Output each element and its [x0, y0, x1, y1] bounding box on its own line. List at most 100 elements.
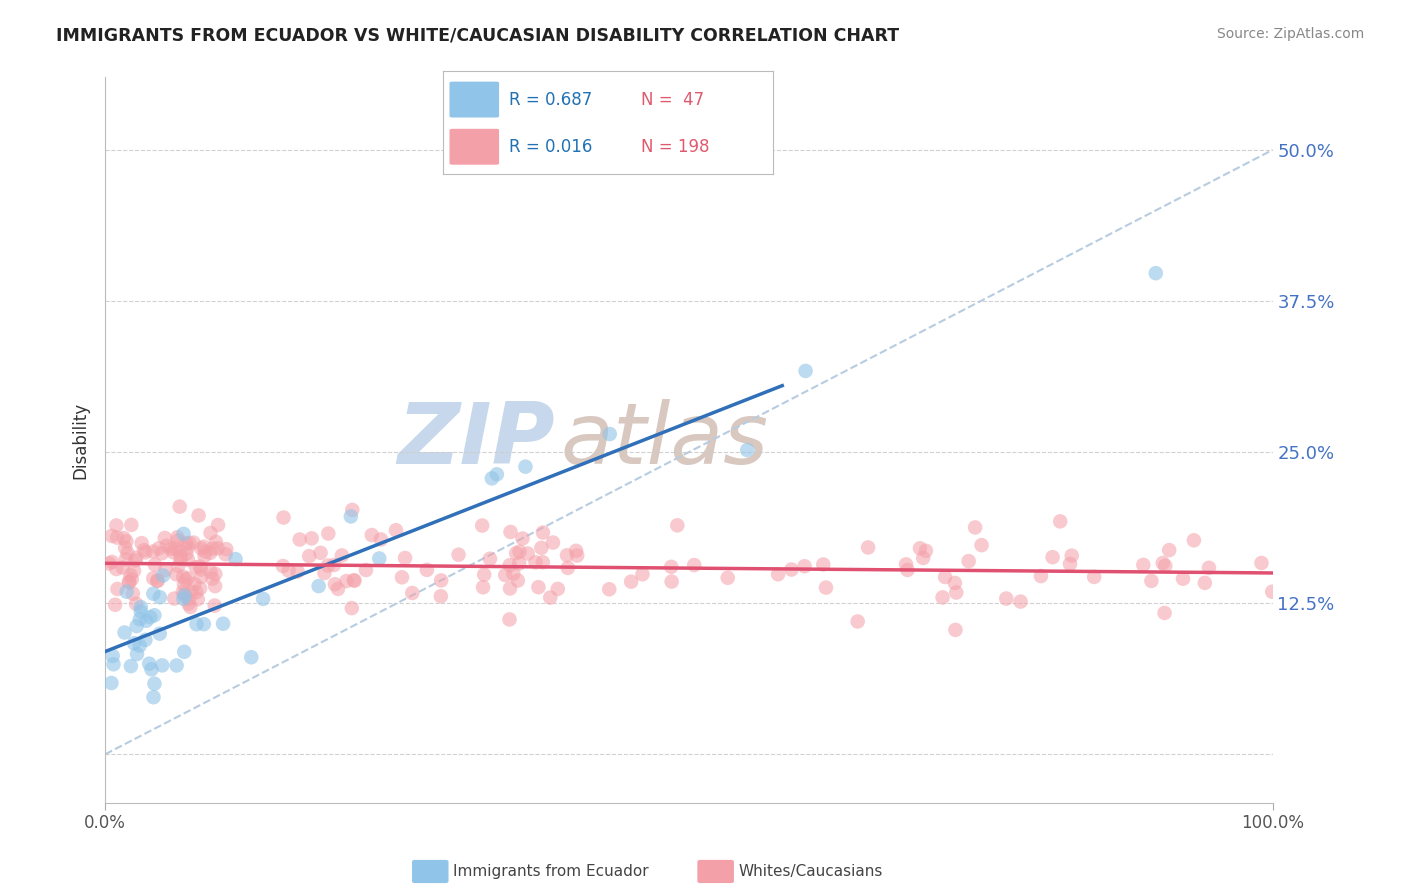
Point [794, 364, 817, 378]
Point [252, 591, 274, 606]
Point [288, 533, 311, 547]
Point [1194, 575, 1216, 590]
Point [129, 605, 152, 619]
Point [212, 616, 235, 631]
Point [150, 658, 173, 673]
Point [143, 608, 166, 623]
Point [502, 566, 524, 581]
Point [114, 625, 136, 640]
FancyBboxPatch shape [450, 81, 499, 118]
Point [166, 658, 188, 673]
Point [176, 541, 198, 555]
Point [301, 532, 323, 546]
Point [138, 657, 160, 671]
Y-axis label: Disability: Disability [72, 401, 89, 479]
Point [620, 574, 643, 589]
Point [194, 544, 217, 558]
Point [240, 650, 263, 665]
Point [173, 527, 195, 541]
Point [132, 543, 155, 558]
Text: atlas: atlas [561, 399, 769, 482]
Point [531, 525, 554, 540]
Point [112, 531, 135, 545]
Point [165, 567, 187, 582]
Point [481, 471, 503, 485]
Point [342, 503, 364, 517]
Point [134, 632, 156, 647]
Point [188, 559, 211, 574]
Point [343, 573, 366, 587]
Point [98, 557, 121, 571]
Point [343, 574, 366, 588]
Point [125, 647, 148, 661]
Point [1060, 549, 1083, 563]
Point [416, 563, 439, 577]
Point [370, 533, 392, 547]
Text: ZIP: ZIP [396, 399, 554, 482]
Point [1250, 556, 1272, 570]
Point [485, 467, 508, 482]
Point [148, 541, 170, 556]
Point [115, 534, 138, 549]
Point [105, 518, 128, 533]
Text: Source: ZipAtlas.com: Source: ZipAtlas.com [1216, 27, 1364, 41]
Point [134, 545, 156, 559]
Point [177, 553, 200, 567]
Point [547, 582, 569, 596]
Point [204, 579, 226, 593]
Point [101, 555, 124, 569]
Point [793, 559, 815, 574]
Point [1154, 558, 1177, 573]
Point [174, 536, 197, 550]
Point [908, 541, 931, 556]
Point [194, 549, 217, 563]
Point [193, 617, 215, 632]
Point [498, 612, 520, 626]
Point [505, 546, 527, 560]
Point [447, 548, 470, 562]
Point [314, 566, 336, 580]
Point [177, 571, 200, 585]
Point [945, 585, 967, 599]
Point [1171, 572, 1194, 586]
Point [323, 558, 346, 572]
Point [100, 529, 122, 543]
Point [214, 547, 236, 561]
Point [204, 566, 226, 581]
Point [163, 541, 186, 556]
Point [120, 517, 142, 532]
Point [135, 614, 157, 628]
Point [340, 601, 363, 615]
Point [499, 558, 522, 573]
Point [661, 574, 683, 589]
Point [1182, 533, 1205, 548]
Point [945, 623, 967, 637]
Point [814, 581, 837, 595]
Point [207, 541, 229, 556]
Point [204, 599, 226, 613]
Point [531, 555, 554, 569]
Point [179, 591, 201, 606]
Point [541, 535, 564, 549]
Point [766, 567, 789, 582]
Point [735, 443, 758, 458]
Point [683, 558, 706, 572]
Point [105, 562, 128, 576]
Point [471, 518, 494, 533]
Point [120, 568, 142, 582]
Point [430, 574, 453, 588]
Text: R = 0.687: R = 0.687 [509, 91, 592, 109]
Point [169, 544, 191, 558]
Text: Whites/Caucasians: Whites/Caucasians [738, 864, 883, 879]
Point [193, 540, 215, 554]
Point [401, 586, 423, 600]
Point [139, 610, 162, 624]
Point [340, 509, 363, 524]
Point [360, 528, 382, 542]
Point [524, 555, 547, 569]
Point [173, 589, 195, 603]
Point [183, 535, 205, 549]
Point [957, 554, 980, 568]
Point [169, 549, 191, 564]
Point [323, 577, 346, 591]
